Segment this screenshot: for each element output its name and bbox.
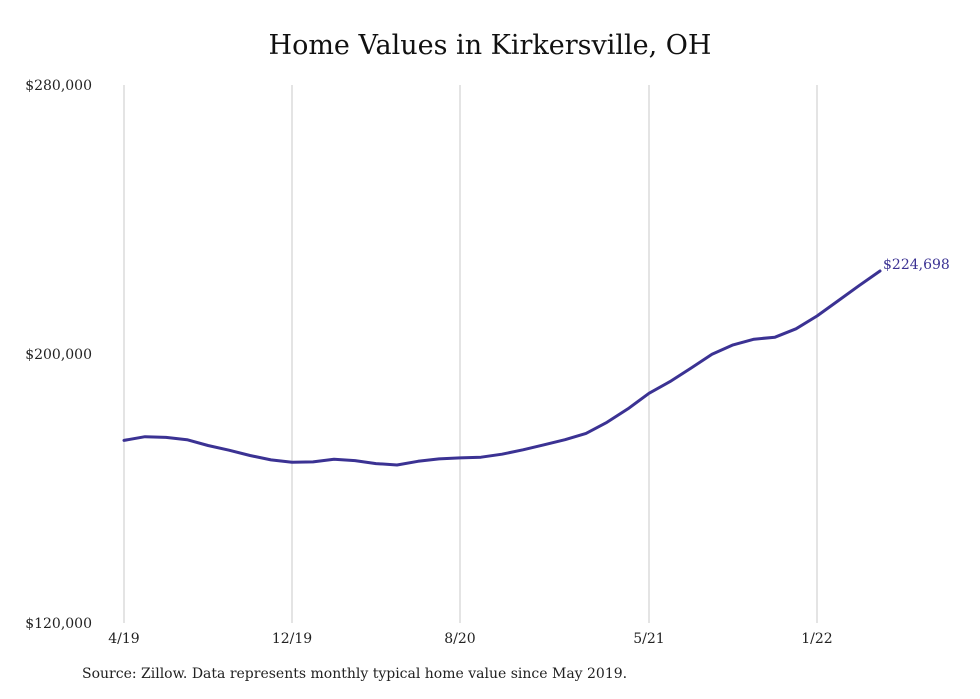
y-tick-label: $120,000 (25, 616, 92, 632)
x-tick-label: 12/19 (272, 631, 312, 647)
x-tick-label: 1/22 (801, 631, 832, 647)
chart-title: Home Values in Kirkersville, OH (268, 30, 712, 61)
x-tick-label: 4/19 (108, 631, 139, 647)
grid-lines (123, 85, 818, 623)
source-note: Source: Zillow. Data represents monthly … (82, 666, 628, 682)
x-tick-label: 5/21 (633, 631, 664, 647)
y-tick-label: $280,000 (25, 78, 92, 94)
y-tick-label: $200,000 (25, 347, 92, 363)
end-value-label: $224,698 (883, 257, 950, 273)
series-line-0 (122, 269, 882, 467)
series-lines (122, 269, 882, 467)
x-tick-label: 8/20 (444, 631, 475, 647)
axis-labels: 4/19 12/19 8/20 5/21 1/22 $120,000 $200,000 $28… (25, 78, 950, 647)
